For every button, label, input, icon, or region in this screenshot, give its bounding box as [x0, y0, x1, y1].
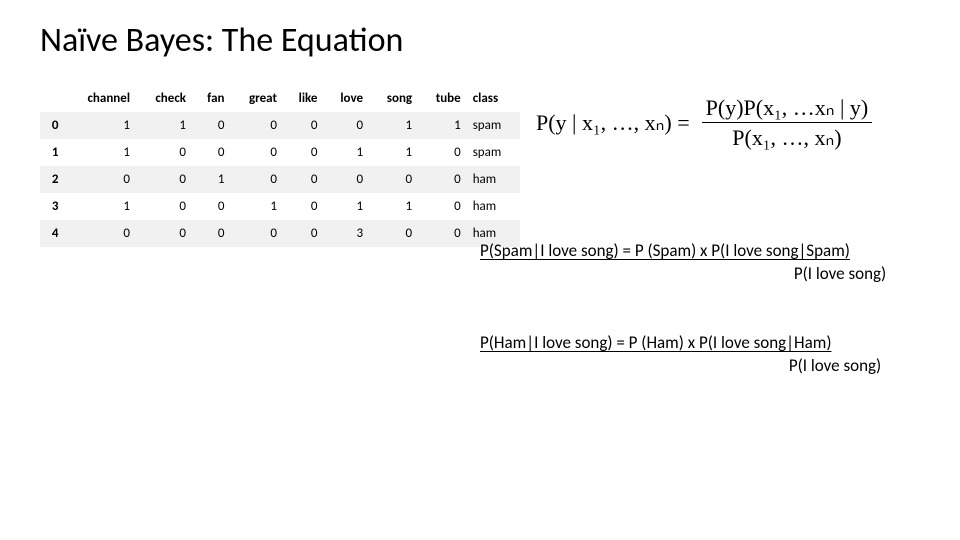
table-header-row: channel check fan great like love song t… — [40, 85, 520, 112]
cell: spam — [467, 139, 520, 166]
spam-equation: P(Spam|I love song) = P (Spam) x P(I lov… — [480, 240, 940, 284]
cell: 0 — [64, 220, 136, 247]
cell: 3 — [323, 220, 369, 247]
cell: 1 — [323, 139, 369, 166]
cell: 1 — [192, 166, 230, 193]
cell: 0 — [283, 220, 323, 247]
cell: 0 — [136, 166, 192, 193]
formula-numerator: P(y)P(x₁, …xₙ | y) — [702, 95, 873, 123]
cell: 0 — [136, 193, 192, 220]
ham-eq-top: P(Ham|I love song) = P (Ham) x P(I love … — [480, 332, 940, 353]
cell: 0 — [230, 220, 283, 247]
cell: 0 — [283, 139, 323, 166]
cell: 0 — [418, 139, 467, 166]
content-row: channel check fan great like love song t… — [40, 85, 920, 247]
cell: 1 — [418, 112, 467, 139]
formula-denominator: P(x₁, …, xₙ) — [728, 123, 845, 150]
cell: 0 — [230, 112, 283, 139]
cell: 1 — [64, 139, 136, 166]
col-great: great — [230, 85, 283, 112]
spam-eq-bottom: P(I love song) — [480, 263, 940, 284]
cell: 0 — [323, 166, 369, 193]
cell: 0 — [192, 139, 230, 166]
col-fan: fan — [192, 85, 230, 112]
col-like: like — [283, 85, 323, 112]
formula-panel: P(y | x₁, …, xₙ) = P(y)P(x₁, …xₙ | y) P(… — [536, 85, 920, 247]
cell: 1 — [369, 193, 418, 220]
cell: 0 — [369, 220, 418, 247]
cell: 0 — [283, 166, 323, 193]
cell: 0 — [192, 112, 230, 139]
cell: 1 — [64, 193, 136, 220]
col-check: check — [136, 85, 192, 112]
data-table: channel check fan great like love song t… — [40, 85, 520, 247]
cell: 0 — [418, 220, 467, 247]
cell: 1 — [40, 139, 64, 166]
cell: spam — [467, 112, 520, 139]
cell: 0 — [64, 166, 136, 193]
cell: 0 — [230, 139, 283, 166]
col-tube: tube — [418, 85, 467, 112]
cell: 0 — [136, 139, 192, 166]
cell: 0 — [283, 193, 323, 220]
col-song: song — [369, 85, 418, 112]
spam-eq-top: P(Spam|I love song) = P (Spam) x P(I lov… — [480, 240, 940, 261]
example-formulas: P(Spam|I love song) = P (Spam) x P(I lov… — [470, 240, 940, 382]
table-row: 3 1 0 0 1 0 1 1 0 ham — [40, 193, 520, 220]
col-class: class — [467, 85, 520, 112]
page-title: Naïve Bayes: The Equation — [40, 20, 920, 61]
cell: 0 — [283, 112, 323, 139]
cell: 0 — [192, 193, 230, 220]
table-row: 2 0 0 1 0 0 0 0 0 ham — [40, 166, 520, 193]
slide: Naïve Bayes: The Equation channel check … — [0, 0, 960, 540]
bayes-main-formula: P(y | x₁, …, xₙ) = P(y)P(x₁, …xₙ | y) P(… — [536, 95, 920, 151]
col-love: love — [323, 85, 369, 112]
cell: 1 — [230, 193, 283, 220]
cell: 0 — [418, 166, 467, 193]
cell: 0 — [136, 220, 192, 247]
cell: 1 — [369, 139, 418, 166]
col-index — [40, 85, 64, 112]
cell: 0 — [323, 112, 369, 139]
cell: 4 — [40, 220, 64, 247]
cell: ham — [467, 166, 520, 193]
table-row: 4 0 0 0 0 0 3 0 0 ham — [40, 220, 520, 247]
cell: 1 — [64, 112, 136, 139]
cell: 0 — [418, 193, 467, 220]
cell: 1 — [136, 112, 192, 139]
formula-fraction: P(y)P(x₁, …xₙ | y) P(x₁, …, xₙ) — [702, 95, 873, 151]
cell: 0 — [230, 166, 283, 193]
cell: 2 — [40, 166, 64, 193]
cell: 1 — [323, 193, 369, 220]
cell: 1 — [369, 112, 418, 139]
ham-equation: P(Ham|I love song) = P (Ham) x P(I love … — [480, 332, 940, 376]
cell: 0 — [40, 112, 64, 139]
table-row: 0 1 1 0 0 0 0 1 1 spam — [40, 112, 520, 139]
ham-eq-bottom: P(I love song) — [480, 355, 940, 376]
cell: 0 — [192, 220, 230, 247]
cell: 0 — [369, 166, 418, 193]
col-channel: channel — [64, 85, 136, 112]
table-row: 1 1 0 0 0 0 1 1 0 spam — [40, 139, 520, 166]
table-container: channel check fan great like love song t… — [40, 85, 520, 247]
formula-lhs: P(y | x₁, …, xₙ) = — [536, 110, 690, 136]
cell: 3 — [40, 193, 64, 220]
cell: ham — [467, 193, 520, 220]
